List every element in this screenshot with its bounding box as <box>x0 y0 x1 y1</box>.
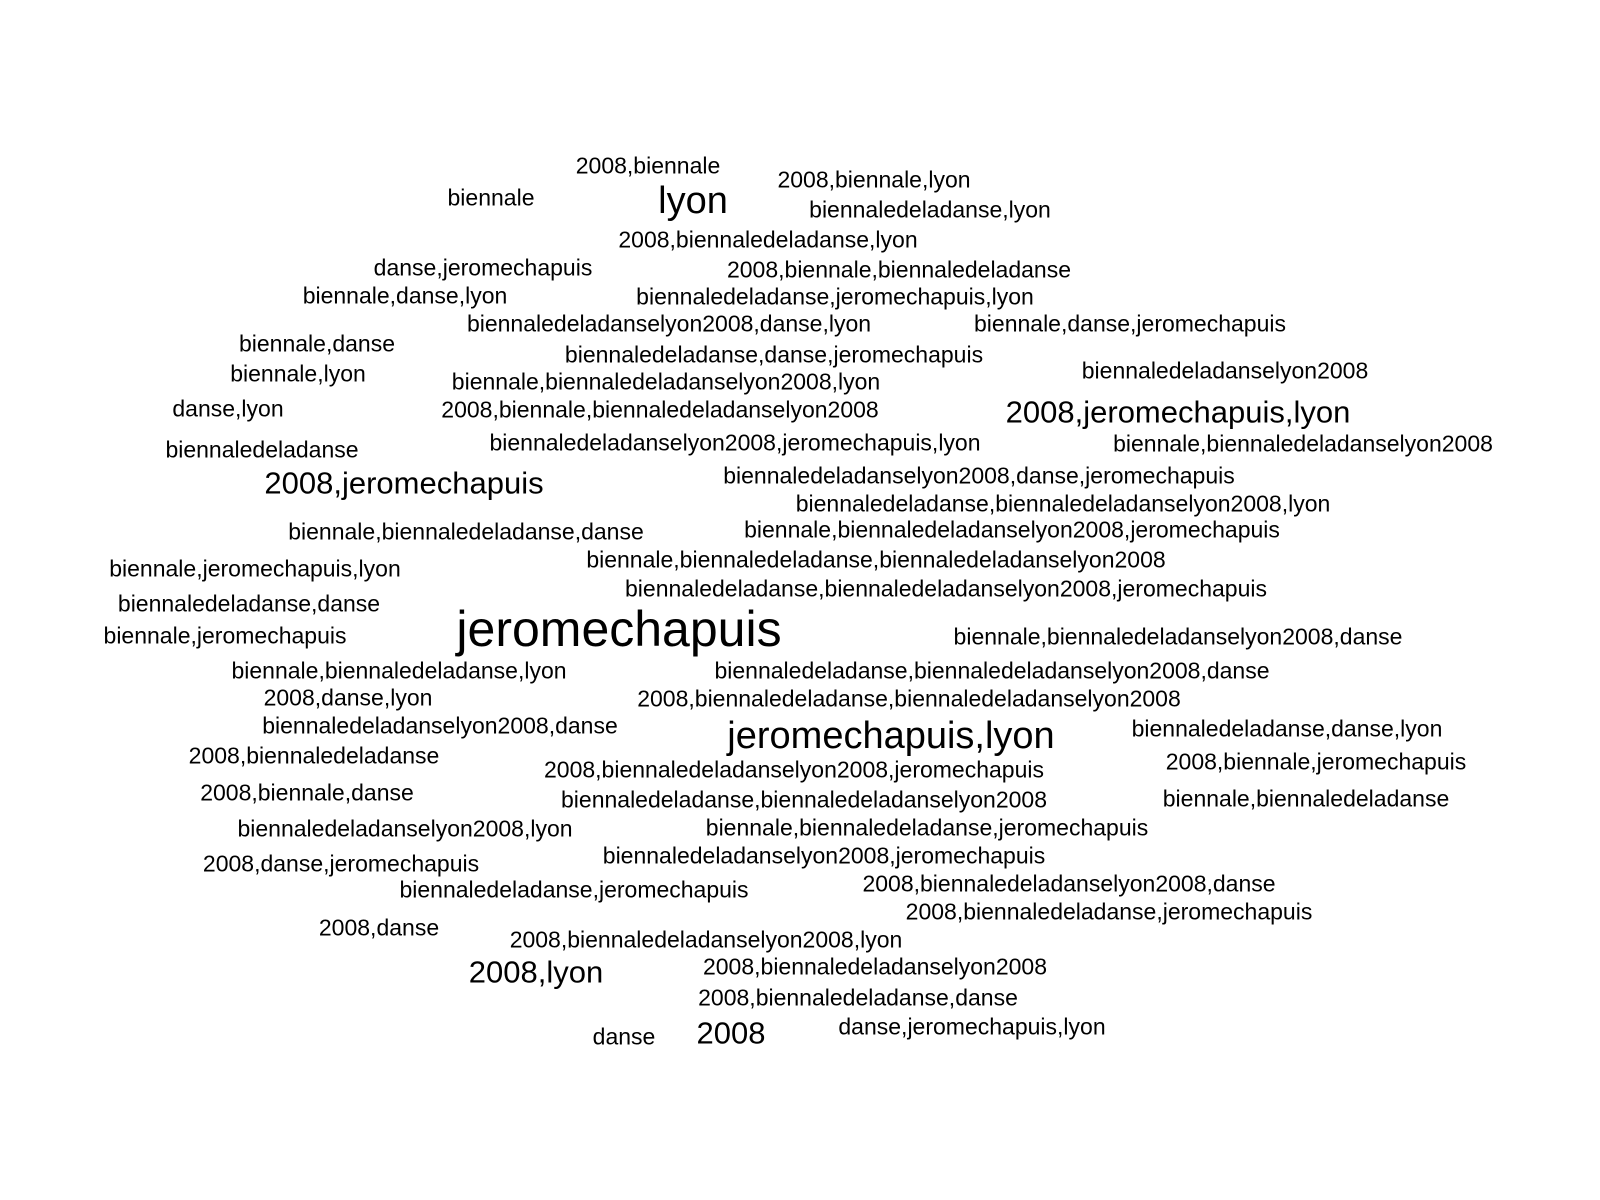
word: biennale,biennaledeladanselyon2008 <box>1113 430 1493 457</box>
word: 2008,biennaledeladanse <box>188 742 440 769</box>
word: 2008,biennaledeladanse,jeromechapuis <box>905 898 1313 925</box>
word: 2008,biennaledeladanse,danse <box>698 984 1018 1011</box>
word: biennaledeladanse,biennaledeladanselyon2… <box>714 657 1270 684</box>
word: biennale,jeromechapuis <box>103 622 347 649</box>
word: 2008,danse <box>318 914 440 941</box>
word: 2008,danse,jeromechapuis <box>202 850 480 877</box>
word: 2008,biennale,biennaledeladanse <box>726 256 1072 283</box>
word: 2008,biennaledeladanse,biennaledeladanse… <box>637 685 1181 712</box>
word: 2008,biennaledeladanselyon2008,lyon <box>509 926 903 953</box>
word: 2008,biennaledeladanselyon2008,jeromecha… <box>543 756 1045 783</box>
word: danse,jeromechapuis,lyon <box>838 1013 1106 1040</box>
word: biennaledeladanselyon2008,jeromechapuis <box>602 842 1046 869</box>
word: 2008,biennale <box>575 152 721 179</box>
word: biennale,biennaledeladanse,danse <box>288 518 644 545</box>
word: biennaledeladanselyon2008,danse <box>262 712 618 739</box>
word: biennaledeladanse,lyon <box>809 196 1051 223</box>
word: biennaledeladanse,biennaledeladanselyon2… <box>795 490 1331 517</box>
word: biennaledeladanse,biennaledeladanselyon2… <box>625 575 1267 602</box>
word: 2008,danse,lyon <box>263 684 433 711</box>
word: 2008,biennaledeladanselyon2008 <box>702 953 1048 980</box>
word: 2008,biennaledeladanselyon2008,danse <box>862 870 1276 897</box>
word: 2008,lyon <box>468 954 604 990</box>
word: biennaledeladanse,danse,jeromechapuis <box>564 341 984 368</box>
word: biennaledeladanselyon2008,jeromechapuis,… <box>489 429 981 456</box>
word: biennaledeladanse,danse,lyon <box>1131 715 1443 742</box>
word: biennaledeladanselyon2008,danse,jeromech… <box>723 462 1235 489</box>
word: jeromechapuis,lyon <box>727 715 1055 757</box>
word: jeromechapuis <box>456 601 782 657</box>
word: biennaledeladanselyon2008 <box>1081 357 1369 384</box>
word: biennale <box>447 184 535 211</box>
word: biennaledeladanselyon2008,danse,lyon <box>466 310 872 337</box>
word: biennaledeladanselyon2008,lyon <box>237 815 573 842</box>
word: 2008,biennaledeladanse,lyon <box>618 226 918 253</box>
word: lyon <box>658 180 728 222</box>
word: biennale,biennaledeladanse,lyon <box>231 657 567 684</box>
word: 2008,biennale,lyon <box>777 166 971 193</box>
word: biennaledeladanse <box>165 436 359 463</box>
word: biennale,biennaledeladanselyon2008,danse <box>953 623 1403 650</box>
word: 2008,biennale,biennaledeladanselyon2008 <box>441 396 879 423</box>
word: biennale,danse,jeromechapuis <box>974 310 1286 337</box>
word: biennale,biennaledeladanse,jeromechapuis <box>705 814 1149 841</box>
word: biennale,biennaledeladanselyon2008,lyon <box>451 368 881 395</box>
word: 2008 <box>696 1015 766 1051</box>
word: biennaledeladanse,danse <box>117 590 381 617</box>
word: biennaledeladanse,biennaledeladanselyon2… <box>561 786 1047 813</box>
word: biennale,danse,lyon <box>302 282 508 309</box>
word: 2008,jeromechapuis,lyon <box>1005 394 1351 430</box>
word: biennale,lyon <box>230 360 366 387</box>
word: biennaledeladanse,jeromechapuis <box>399 876 749 903</box>
word: danse,jeromechapuis <box>373 254 593 281</box>
word: biennale,biennaledeladanse,biennaledelad… <box>586 546 1166 573</box>
word: 2008,jeromechapuis <box>264 465 544 501</box>
word: 2008,biennale,danse <box>200 779 414 806</box>
word: danse,lyon <box>172 395 284 422</box>
word: danse <box>592 1023 656 1050</box>
word: biennale,biennaledeladanse <box>1162 785 1450 812</box>
word: biennale,biennaledeladanselyon2008,jerom… <box>744 516 1280 543</box>
word: 2008,biennale,jeromechapuis <box>1165 748 1467 775</box>
word: biennale,jeromechapuis,lyon <box>109 555 401 582</box>
word: biennaledeladanse,jeromechapuis,lyon <box>636 283 1034 310</box>
word: biennale,danse <box>238 330 396 357</box>
